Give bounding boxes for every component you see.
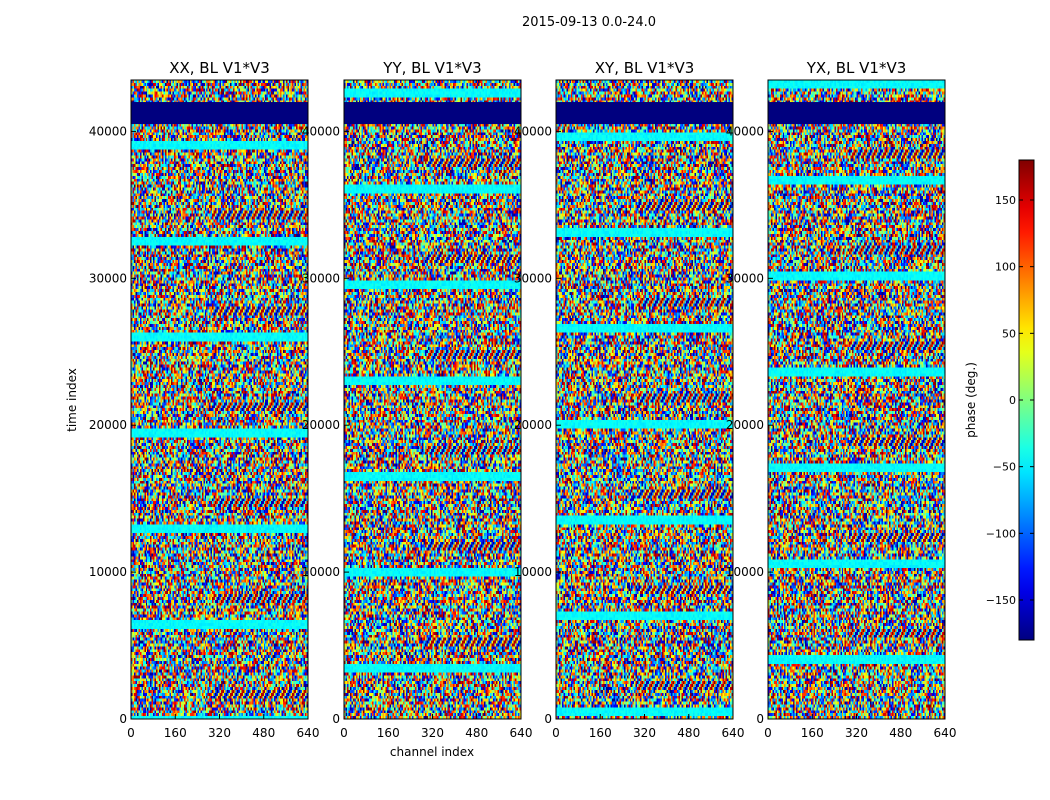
colorbar-tick-label: −150 bbox=[986, 594, 1016, 607]
colorbar-tick-label: −50 bbox=[993, 461, 1016, 474]
colorbar-label: phase (deg.) bbox=[964, 362, 978, 438]
panels: XX, BL V1*V3 0 160 320 480 640 0 10000 20000 3000… bbox=[89, 59, 957, 740]
colorbar-tick-label: 100 bbox=[995, 261, 1016, 274]
y-tick-label: 40000 bbox=[302, 124, 340, 138]
y-tick-label: 0 bbox=[119, 712, 127, 726]
x-tick-label: 640 bbox=[722, 726, 745, 740]
x-tick-label: 640 bbox=[297, 726, 320, 740]
y-tick-label: 0 bbox=[332, 712, 340, 726]
x-tick-label: 0 bbox=[340, 726, 348, 740]
y-tick-label: 30000 bbox=[302, 271, 340, 285]
panel-1: YY, BL V1*V3 0 160 320 480 640 0 10000 20000 3000… bbox=[302, 59, 533, 740]
x-tick-label: 0 bbox=[127, 726, 135, 740]
x-tick-label: 0 bbox=[764, 726, 772, 740]
x-tick-label: 160 bbox=[589, 726, 612, 740]
x-tick-label: 0 bbox=[552, 726, 560, 740]
panel-title: XX, BL V1*V3 bbox=[169, 59, 270, 77]
x-tick-label: 480 bbox=[677, 726, 700, 740]
x-tick-label: 640 bbox=[934, 726, 957, 740]
colorbar: −150 −100 −50 0 50 100 150 phase (deg.) bbox=[964, 159, 1035, 641]
y-axis-label: time index bbox=[65, 368, 79, 432]
x-tick-label: 160 bbox=[801, 726, 824, 740]
panel-0: XX, BL V1*V3 0 160 320 480 640 0 10000 20000 3000… bbox=[89, 59, 320, 740]
colorbar-tick-label: 0 bbox=[1009, 394, 1016, 407]
y-tick-label: 10000 bbox=[89, 565, 127, 579]
panel-title: YX, BL V1*V3 bbox=[806, 59, 907, 77]
x-tick-label: 640 bbox=[510, 726, 533, 740]
y-tick-label: 30000 bbox=[726, 271, 764, 285]
figure-suptitle: 2015-09-13 0.0-24.0 bbox=[522, 15, 656, 30]
y-tick-label: 20000 bbox=[89, 418, 127, 432]
x-tick-label: 480 bbox=[465, 726, 488, 740]
x-tick-label: 160 bbox=[377, 726, 400, 740]
panel-3: YX, BL V1*V3 0 160 320 480 640 0 10000 20000 3000… bbox=[726, 59, 957, 740]
heatmap-top-band bbox=[344, 102, 521, 125]
heatmap-top-band bbox=[131, 102, 308, 125]
y-tick-label: 40000 bbox=[89, 124, 127, 138]
y-tick-label: 20000 bbox=[726, 418, 764, 432]
y-tick-label: 30000 bbox=[514, 271, 552, 285]
y-tick-label: 10000 bbox=[302, 565, 340, 579]
y-tick-label: 30000 bbox=[89, 271, 127, 285]
y-tick-label: 40000 bbox=[514, 124, 552, 138]
y-tick-label: 40000 bbox=[726, 124, 764, 138]
y-tick-label: 20000 bbox=[302, 418, 340, 432]
heatmap-top-band bbox=[768, 102, 945, 125]
x-tick-label: 480 bbox=[252, 726, 275, 740]
heatmap-image bbox=[556, 80, 733, 719]
x-tick-label: 320 bbox=[421, 726, 444, 740]
colorbar-tick-label: −100 bbox=[986, 527, 1016, 540]
heatmap-image bbox=[768, 80, 945, 719]
panel-title: YY, BL V1*V3 bbox=[382, 59, 481, 77]
heatmap-top-band bbox=[556, 102, 733, 125]
panel-title: XY, BL V1*V3 bbox=[595, 59, 695, 77]
y-tick-label: 10000 bbox=[514, 565, 552, 579]
x-tick-label: 320 bbox=[845, 726, 868, 740]
y-tick-label: 0 bbox=[544, 712, 552, 726]
x-tick-label: 320 bbox=[208, 726, 231, 740]
x-tick-label: 160 bbox=[164, 726, 187, 740]
panel-2: XY, BL V1*V3 0 160 320 480 640 0 10000 20000 3000… bbox=[514, 59, 745, 740]
x-tick-label: 320 bbox=[633, 726, 656, 740]
colorbar-tick-label: 150 bbox=[995, 194, 1016, 207]
y-tick-label: 0 bbox=[756, 712, 764, 726]
x-tick-label: 480 bbox=[889, 726, 912, 740]
colorbar-tick-label: 50 bbox=[1002, 327, 1016, 340]
heatmap-image bbox=[344, 80, 521, 719]
y-tick-label: 20000 bbox=[514, 418, 552, 432]
heatmap-image bbox=[131, 80, 308, 719]
y-tick-label: 10000 bbox=[726, 565, 764, 579]
x-axis-label: channel index bbox=[390, 745, 474, 759]
